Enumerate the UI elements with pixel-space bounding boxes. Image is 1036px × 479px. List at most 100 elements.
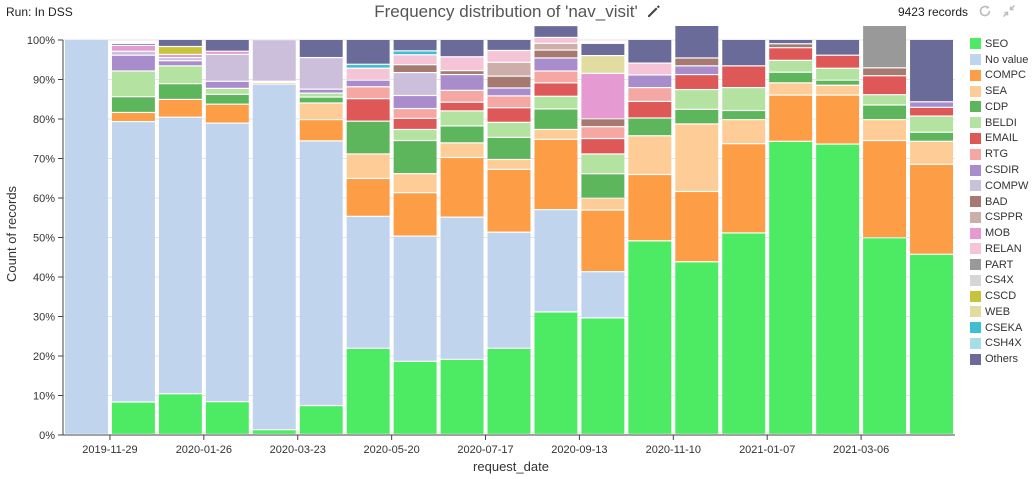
bar-segment-others[interactable]	[205, 40, 249, 51]
bar-segment-compc[interactable]	[675, 192, 719, 262]
bar-segment-compc[interactable]	[158, 100, 202, 117]
bar-segment-email[interactable]	[440, 102, 484, 111]
bar-segment-mob[interactable]	[581, 73, 625, 119]
bar-segment-seo[interactable]	[675, 262, 719, 434]
bar-segment-compc[interactable]	[205, 104, 249, 123]
bar-segment-email[interactable]	[675, 75, 719, 89]
bar-segment-no-value[interactable]	[158, 117, 202, 394]
bar-segment-relan[interactable]	[487, 51, 531, 62]
bar-segment-email[interactable]	[816, 55, 860, 68]
bar-segment-others[interactable]	[393, 40, 437, 51]
bar-segment-cdp[interactable]	[863, 105, 907, 119]
bar-segment-seo[interactable]	[816, 144, 860, 434]
legend-item[interactable]: CSCD	[970, 288, 1036, 304]
bar-segment-cdp[interactable]	[816, 80, 860, 85]
bar-segment-cdp[interactable]	[487, 137, 531, 159]
bar-segment-csppr[interactable]	[487, 62, 531, 76]
bar-segment-others[interactable]	[111, 43, 155, 45]
bar-segment-email[interactable]	[534, 83, 578, 96]
bar-segment-email[interactable]	[346, 99, 390, 121]
bar-segment-seo[interactable]	[158, 394, 202, 434]
bar-segment-bad[interactable]	[769, 44, 813, 48]
bar-segment-compc[interactable]	[440, 158, 484, 217]
bar-segment-sea[interactable]	[769, 83, 813, 95]
bar-segment-relan[interactable]	[393, 55, 437, 65]
bar-segment-relan[interactable]	[346, 68, 390, 80]
bar-segment-sea[interactable]	[487, 160, 531, 169]
bar-segment-compw[interactable]	[252, 40, 296, 81]
bar-segment-csdir[interactable]	[628, 75, 672, 87]
bar-segment-cdp[interactable]	[675, 109, 719, 124]
bar-segment-beldi[interactable]	[299, 93, 343, 97]
bar-segment-no-value[interactable]	[440, 217, 484, 359]
bar-segment-part[interactable]	[863, 26, 907, 68]
bar-segment-compw[interactable]	[393, 73, 437, 95]
bar-segment-seo[interactable]	[534, 312, 578, 434]
bar-segment-beldi[interactable]	[487, 122, 531, 137]
bar-segment-compc[interactable]	[581, 210, 625, 272]
bar-segment-compc[interactable]	[487, 169, 531, 232]
bar-segment-beldi[interactable]	[910, 116, 953, 132]
bar-segment-beldi[interactable]	[393, 130, 437, 140]
bar-segment-email[interactable]	[910, 107, 953, 116]
bar-segment-sea[interactable]	[722, 120, 766, 144]
bar-segment-cdp[interactable]	[299, 97, 343, 103]
bar-segment-beldi[interactable]	[816, 68, 860, 80]
legend-item[interactable]: RELAN	[970, 241, 1036, 257]
bar-segment-cseka[interactable]	[346, 64, 390, 68]
bar-segment-others[interactable]	[722, 40, 766, 66]
bar-segment-beldi[interactable]	[863, 95, 907, 105]
bar-segment-cdp[interactable]	[346, 121, 390, 154]
bar-segment-email[interactable]	[722, 66, 766, 87]
bar-segment-csdir[interactable]	[675, 66, 719, 74]
bar-segment-cdp[interactable]	[111, 97, 155, 112]
bar-segment-others[interactable]	[816, 40, 860, 55]
bar-segment-seo[interactable]	[205, 402, 249, 434]
bar-segment-seo[interactable]	[910, 254, 953, 434]
bar-segment-cdp[interactable]	[158, 84, 202, 99]
bar-segment-csdir[interactable]	[111, 55, 155, 71]
bar-segment-rtg[interactable]	[487, 96, 531, 108]
legend-item[interactable]: BELDI	[970, 115, 1036, 131]
legend-item[interactable]: SEO	[970, 36, 1036, 52]
refresh-icon[interactable]	[978, 4, 992, 18]
legend-item[interactable]: No value	[970, 52, 1036, 68]
bar-segment-beldi[interactable]	[205, 88, 249, 94]
legend-item[interactable]: CDP	[970, 99, 1036, 115]
bar-segment-compc[interactable]	[910, 164, 953, 254]
bar-segment-compc[interactable]	[346, 179, 390, 216]
bar-segment-bad[interactable]	[534, 50, 578, 58]
bar-segment-rtg[interactable]	[581, 127, 625, 138]
bar-segment-sea[interactable]	[816, 85, 860, 95]
bar-segment-beldi[interactable]	[581, 154, 625, 174]
legend-item[interactable]: COMPW	[970, 178, 1036, 194]
bar-segment-no-value[interactable]	[393, 236, 437, 361]
bar-segment-rtg[interactable]	[346, 87, 390, 99]
bar-segment-mob[interactable]	[158, 55, 202, 57]
bar-segment-sea[interactable]	[628, 136, 672, 174]
bar-segment-beldi[interactable]	[769, 60, 813, 72]
bar-segment-rtg[interactable]	[534, 71, 578, 83]
bar-segment-compc[interactable]	[722, 144, 766, 233]
bar-segment-compc[interactable]	[299, 120, 343, 141]
bar-segment-beldi[interactable]	[675, 90, 719, 109]
bar-segment-seo[interactable]	[299, 406, 343, 434]
bar-segment-csdir[interactable]	[910, 102, 953, 107]
bar-segment-bad[interactable]	[393, 65, 437, 72]
bar-segment-no-value[interactable]	[205, 123, 249, 402]
bar-segment-others[interactable]	[769, 40, 813, 44]
bar-segment-beldi[interactable]	[534, 96, 578, 109]
legend-item[interactable]: CSDIR	[970, 162, 1036, 178]
bar-segment-cdp[interactable]	[628, 118, 672, 136]
bar-segment-cdp[interactable]	[440, 126, 484, 143]
legend-item[interactable]: PART	[970, 257, 1036, 273]
bar-segment-csdir[interactable]	[487, 88, 531, 96]
bar-segment-email[interactable]	[581, 139, 625, 154]
bar-segment-no-value[interactable]	[65, 40, 108, 434]
bar-segment-compw[interactable]	[205, 55, 249, 81]
legend-item[interactable]: EMAIL	[970, 131, 1036, 147]
bar-segment-seo[interactable]	[722, 233, 766, 434]
bar-segment-web[interactable]	[581, 56, 625, 73]
bar-segment-sea[interactable]	[863, 120, 907, 140]
bar-segment-csppr[interactable]	[534, 43, 578, 50]
